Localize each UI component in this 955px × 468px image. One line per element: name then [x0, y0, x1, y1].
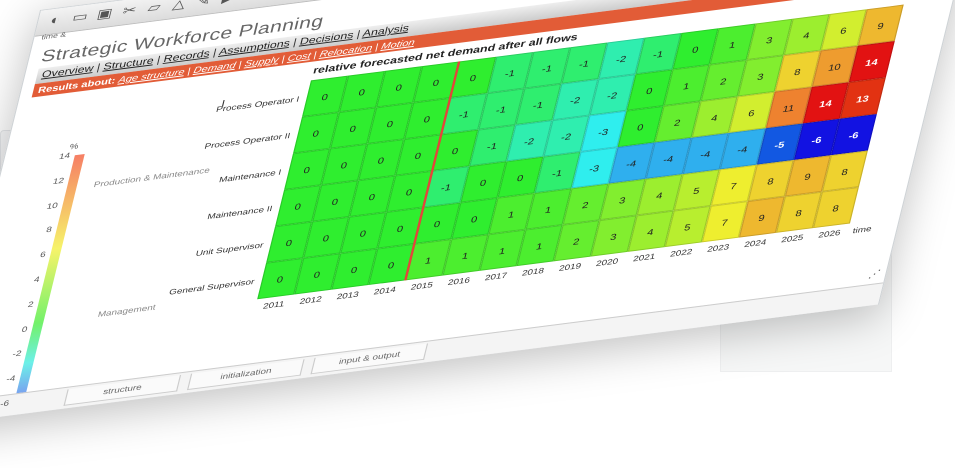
x-tick-label: 2026 — [817, 228, 842, 240]
x-tick-label: 2017 — [483, 270, 509, 283]
tab-initialization[interactable]: initialization — [186, 359, 305, 391]
legend-tick-label: 12 — [51, 175, 66, 186]
legend-tick-label: -2 — [11, 349, 23, 359]
legend-tick-label: -4 — [5, 373, 17, 384]
nav-supply[interactable]: Supply — [243, 54, 281, 69]
x-axis-label: time — [851, 224, 873, 236]
x-tick-label: 2012 — [298, 294, 323, 307]
legend-tick-label: 10 — [45, 200, 59, 211]
legend-unit: % — [68, 141, 80, 152]
legend-tick-label: 14 — [57, 151, 72, 162]
x-tick-label: 2022 — [669, 247, 694, 259]
cut-icon[interactable]: ✂ — [121, 2, 139, 19]
shapes-icon[interactable]: △ — [171, 0, 188, 12]
pen-icon[interactable]: ✎ — [195, 0, 213, 9]
eraser-icon[interactable]: ▱ — [146, 0, 163, 15]
legend-tick-label: 6 — [39, 250, 47, 260]
nav-motion[interactable]: Motion — [380, 37, 416, 52]
x-tick-label: 2018 — [520, 266, 546, 278]
x-tick-label: 2015 — [409, 280, 434, 292]
legend-tick-label: 4 — [33, 274, 41, 285]
nav-demand[interactable]: Demand — [192, 60, 237, 76]
save-icon[interactable]: ▣ — [95, 5, 115, 22]
nav-cost[interactable]: Cost — [286, 50, 312, 64]
row-label: Unit Supervisor — [194, 240, 265, 258]
x-tick-label: 2025 — [780, 232, 805, 245]
tab-input-output[interactable]: input & output — [310, 343, 429, 375]
run-icon[interactable]: ▶ — [217, 0, 241, 7]
row-label: Maintenance II — [206, 204, 274, 222]
legend-tick-label: 0 — [20, 324, 29, 334]
x-tick-label: 2013 — [335, 289, 360, 302]
x-tick-label: 2016 — [446, 275, 471, 288]
x-tick-label: 2024 — [743, 237, 768, 250]
row-label: Process Operator II — [203, 131, 292, 151]
palette-icon[interactable]: ◐ — [48, 11, 63, 28]
folder-icon[interactable]: ▭ — [70, 8, 90, 25]
legend-tick-label: 2 — [26, 299, 35, 310]
x-tick-label: 2023 — [706, 242, 731, 254]
x-tick-label: 2021 — [632, 251, 657, 264]
row-label: Process Operator I — [215, 94, 301, 115]
x-tick-label: 2020 — [595, 256, 620, 269]
x-tick-label: 2019 — [558, 261, 583, 273]
x-tick-label: 2011 — [261, 299, 286, 311]
resize-grip-icon[interactable]: ⋰ — [866, 268, 882, 281]
x-tick-label: 2014 — [372, 285, 397, 297]
legend-tick-label: 8 — [45, 225, 53, 235]
group-label-management: Management — [96, 302, 157, 319]
tab-structure[interactable]: structure — [63, 375, 182, 406]
